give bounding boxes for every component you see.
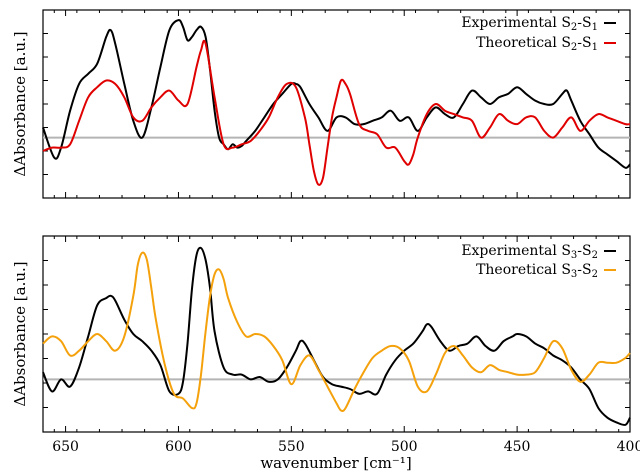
x-tick-label: 450 <box>504 439 531 455</box>
legend-label: Experimental S3-S2 <box>461 243 598 261</box>
x-axis-label: wavenumber [cm⁻¹] <box>260 454 411 472</box>
x-tick-label: 650 <box>52 439 79 455</box>
legend: Experimental S3-S2 Theoretical S3-S2 <box>461 243 616 280</box>
legend-label: Theoretical S3-S2 <box>476 262 598 280</box>
legend-label: Theoretical S2-S1 <box>476 35 598 53</box>
legend-entry-1: Theoretical S3-S2 <box>476 262 616 280</box>
legend-entry-0: Experimental S3-S2 <box>461 243 616 261</box>
legend: Experimental S2-S1 Theoretical S2-S1 <box>461 15 616 53</box>
legend-entry-0: Experimental S2-S1 <box>461 15 616 33</box>
x-tick-label: 500 <box>391 439 418 455</box>
series-lines <box>42 19 631 186</box>
series-line-1 <box>42 39 631 186</box>
y-axis-label: ΔAbsorbance [a.u.] <box>11 261 29 406</box>
legend-label: Experimental S2-S1 <box>461 15 598 33</box>
legend-entry-1: Theoretical S2-S1 <box>476 35 616 53</box>
x-tick-labels: 650 600 550 500 450 400 <box>52 439 640 455</box>
bottom-panel: 650 600 550 500 450 400 ΔAbsorbance [a.u.] wa… <box>11 235 640 472</box>
series-lines <box>42 246 631 426</box>
axis-ticks <box>43 236 631 432</box>
x-tick-label: 400 <box>617 439 640 455</box>
series-line-0 <box>42 19 631 169</box>
top-panel: ΔAbsorbance [a.u.] Experimental S2-S1 Th… <box>11 9 631 199</box>
x-tick-label: 550 <box>278 439 305 455</box>
x-tick-label: 600 <box>165 439 192 455</box>
series-line-1 <box>42 251 631 413</box>
y-axis-label: ΔAbsorbance [a.u.] <box>11 31 29 176</box>
